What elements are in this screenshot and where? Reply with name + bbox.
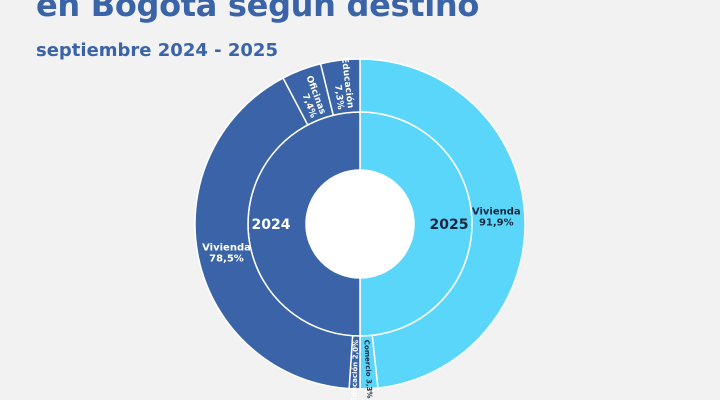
outer-label-2024-vivienda: Vivienda 78,5% — [202, 242, 251, 264]
chart-title: en Bogotá según destino — [36, 0, 480, 24]
outer-label-2025-comercio: Comercio 3,3% — [362, 340, 373, 399]
outer-slice-2024-educación — [319, 58, 361, 117]
outer-label-2025-vivienda: Vivienda 91,9% — [472, 207, 521, 229]
outer-label-2024-educación: Educación 2,0% — [350, 340, 360, 400]
inner-label-2024: 2024 — [252, 217, 291, 233]
center-hole — [306, 170, 414, 278]
chart-subtitle: septiembre 2024 - 2025 — [36, 40, 278, 61]
outer-slice-2025-vivienda — [359, 58, 526, 389]
inner-label-2025: 2025 — [430, 217, 469, 233]
outer-slice-2024-vivienda — [194, 77, 354, 390]
